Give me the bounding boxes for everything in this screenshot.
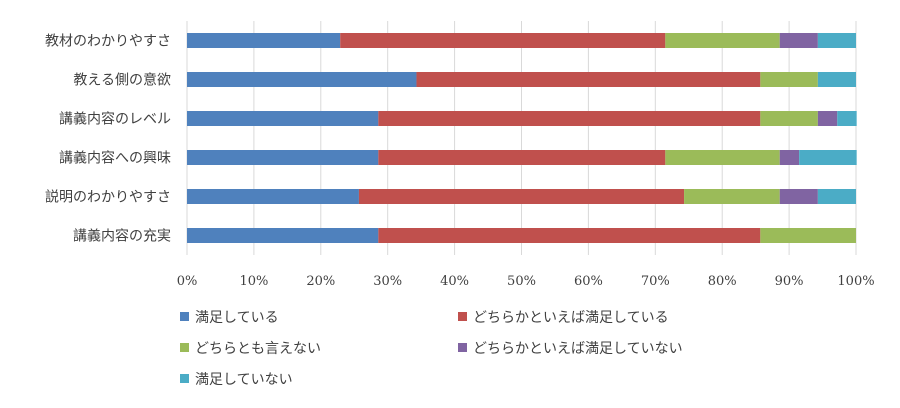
- bar-segment: [837, 111, 857, 126]
- bar-segment: [187, 111, 379, 126]
- bar-segment: [378, 111, 761, 126]
- bar-segment: [187, 150, 379, 165]
- legend-label: 満足している: [195, 310, 279, 326]
- x-tick-label: 40%: [440, 274, 469, 289]
- category-label: 講義内容の充実: [73, 228, 171, 245]
- bar-segment: [817, 72, 856, 87]
- bar-segment: [665, 33, 780, 48]
- bar-segment: [684, 189, 780, 204]
- bar-segment: [187, 33, 341, 48]
- bar-segment: [416, 72, 761, 87]
- bar-segment: [378, 228, 761, 243]
- x-tick-label: 10%: [239, 274, 268, 289]
- category-label: 講義内容のレベル: [59, 111, 171, 128]
- bar-segment: [779, 150, 800, 165]
- bar-segment: [665, 150, 780, 165]
- x-tick-label: 0%: [177, 274, 198, 289]
- bar-segment: [799, 150, 857, 165]
- x-tick-label: 90%: [775, 274, 804, 289]
- bar-segment: [779, 189, 818, 204]
- bar-segment: [378, 150, 666, 165]
- legend-label: どちらかといえば満足していない: [473, 341, 683, 357]
- legend-label: 満足していない: [195, 372, 293, 388]
- legend-swatch: [180, 343, 189, 352]
- bar-segment: [779, 33, 818, 48]
- x-tick-label: 100%: [837, 274, 874, 289]
- bar-segment: [760, 111, 818, 126]
- legend-swatch: [180, 374, 189, 383]
- category-label: 教える側の意欲: [73, 72, 171, 89]
- x-tick-label: 30%: [373, 274, 402, 289]
- bar-segment: [340, 33, 666, 48]
- x-tick-label: 50%: [507, 274, 536, 289]
- bar-segment: [817, 111, 838, 126]
- bar-segment: [358, 189, 685, 204]
- legend-swatch: [180, 312, 189, 321]
- legend-swatch: [458, 343, 467, 352]
- bar-segment: [187, 72, 417, 87]
- x-tick-label: 60%: [574, 274, 603, 289]
- bar-segment: [817, 189, 856, 204]
- category-label: 説明のわかりやすさ: [45, 190, 171, 206]
- bar-segment: [817, 33, 856, 48]
- legend-swatch: [458, 312, 467, 321]
- bar-segment: [187, 228, 379, 243]
- bar-segment: [187, 189, 359, 204]
- x-tick-label: 80%: [708, 274, 737, 289]
- legend-label: どちらとも言えない: [195, 341, 321, 357]
- category-label: 講義内容への興味: [59, 150, 171, 167]
- x-tick-label: 20%: [306, 274, 335, 289]
- legend-label: どちらかといえば満足している: [473, 310, 669, 326]
- bar-segment: [760, 228, 856, 243]
- x-tick-label: 70%: [641, 274, 670, 289]
- bar-segment: [760, 72, 818, 87]
- category-label: 教材のわかりやすさ: [45, 34, 171, 50]
